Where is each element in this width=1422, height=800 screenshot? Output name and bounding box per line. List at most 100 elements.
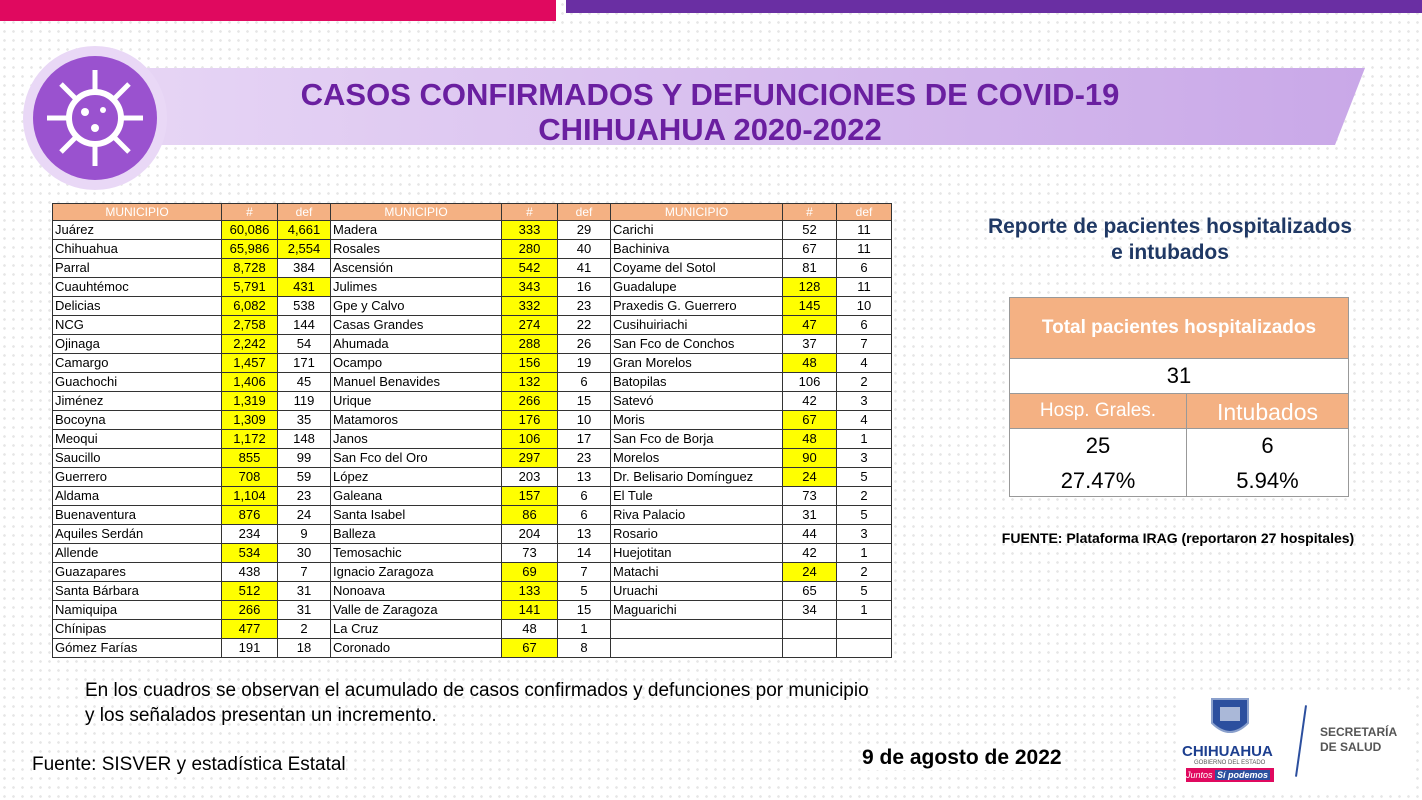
cases-cell: 8,728	[221, 258, 278, 278]
deaths-cell: 22	[557, 315, 611, 335]
deaths-cell: 2	[836, 372, 892, 392]
deaths-cell: 24	[277, 505, 331, 525]
top-bar	[566, 0, 1422, 13]
header-cell: #	[221, 203, 278, 221]
deaths-cell: 4	[836, 353, 892, 373]
cases-cell: 69	[501, 562, 558, 582]
logo-text: SECRETARÍA	[1320, 725, 1398, 739]
row: Juárez 60,086 4,661 Madera 333 29 Carichi 52 11	[52, 220, 892, 240]
cases-cell: 203	[501, 467, 558, 487]
cases-cell: 67	[782, 239, 837, 259]
cases-cell: 24	[782, 467, 837, 487]
slogan-text: Sí podemos	[1215, 770, 1271, 780]
municipio-cell: Ignacio Zaragoza	[330, 562, 502, 582]
cases-cell: 343	[501, 277, 558, 297]
header-cell: #	[782, 203, 837, 221]
deaths-cell: 7	[557, 562, 611, 582]
col-value: 6	[1261, 433, 1274, 458]
municipio-cell: El Tule	[610, 486, 783, 506]
cases-cell: 67	[782, 410, 837, 430]
note: En los cuadros se observan el acumulado …	[85, 680, 869, 701]
deaths-cell: 29	[557, 220, 611, 240]
logo-text: GOBIERNO DEL ESTADO	[1194, 760, 1266, 766]
total-label: Total pacientes hospitalizados	[1009, 297, 1349, 359]
deaths-cell: 15	[557, 391, 611, 411]
municipio-cell: Gómez Farías	[52, 638, 222, 658]
deaths-cell: 2,554	[277, 239, 331, 259]
report-title: e intubados	[1111, 241, 1229, 264]
cases-cell: 176	[501, 410, 558, 430]
deaths-cell: 1	[836, 543, 892, 563]
municipio-cell: Matamoros	[330, 410, 502, 430]
municipio-cell: Ojinaga	[52, 334, 222, 354]
municipio-cell: Guerrero	[52, 467, 222, 487]
slogan-text: Juntos	[1186, 770, 1213, 780]
deaths-cell: 19	[557, 353, 611, 373]
row: Gómez Farías 191 18 Coronado 67 8	[52, 638, 892, 658]
municipio-cell: Ocampo	[330, 353, 502, 373]
municipio-cell: Coronado	[330, 638, 502, 658]
deaths-cell: 7	[277, 562, 331, 582]
municipio-cell: Valle de Zaragoza	[330, 600, 502, 620]
title: CHIHUAHUA 2020-2022	[538, 112, 882, 147]
municipio-cell: Galeana	[330, 486, 502, 506]
row: Guerrero 708 59 López 203 13 Dr. Belisario Dom…	[52, 467, 892, 487]
row: Guazapares 438 7 Ignacio Zaragoza 69 7 Matachi…	[52, 562, 892, 582]
municipio-cell: Namiquipa	[52, 600, 222, 620]
top-bar	[0, 0, 556, 21]
cases-cell: 106	[782, 372, 837, 392]
municipio-cell: Matachi	[610, 562, 783, 582]
row: Aldama 1,104 23 Galeana 157 6 El Tule 73 2	[52, 486, 892, 506]
cell	[1186, 428, 1349, 497]
deaths-cell: 99	[277, 448, 331, 468]
deaths-cell: 10	[836, 296, 892, 316]
deaths-cell: 1	[557, 619, 611, 639]
municipio-cell: Guadalupe	[610, 277, 783, 297]
municipio-cell: Riva Palacio	[610, 505, 783, 525]
municipio-cell: Chihuahua	[52, 239, 222, 259]
municipio-cell: Manuel Benavides	[330, 372, 502, 392]
deaths-cell: 13	[557, 524, 611, 544]
cases-cell: 31	[782, 505, 837, 525]
municipio-cell: Aquiles Serdán	[52, 524, 222, 544]
deaths-cell: 23	[557, 448, 611, 468]
municipio-cell: Allende	[52, 543, 222, 563]
row: Bocoyna 1,309 35 Matamoros 176 10 Moris 67 4	[52, 410, 892, 430]
cases-cell: 156	[501, 353, 558, 373]
row: Santa Bárbara 512 31 Nonoava 133 5 Uruachi 65 5	[52, 581, 892, 601]
cases-cell: 204	[501, 524, 558, 544]
date: 9 de agosto de 2022	[862, 746, 1062, 770]
municipio-cell: Balleza	[330, 524, 502, 544]
cases-cell: 333	[501, 220, 558, 240]
row: Guachochi 1,406 45 Manuel Benavides 132 6 Bato…	[52, 372, 892, 392]
cases-cell: 44	[782, 524, 837, 544]
deaths-cell: 45	[277, 372, 331, 392]
deaths-cell	[836, 638, 892, 658]
municipio-cell: Moris	[610, 410, 783, 430]
note: y los señalados presentan un incremento.	[85, 705, 437, 726]
cases-cell	[782, 619, 837, 639]
municipio-cell: Juárez	[52, 220, 222, 240]
divider	[1294, 705, 1308, 777]
cases-cell: 145	[782, 296, 837, 316]
cases-cell	[782, 638, 837, 658]
row: Namiquipa 266 31 Valle de Zaragoza 141 15 Magu…	[52, 600, 892, 620]
municipio-cell: San Fco de Conchos	[610, 334, 783, 354]
deaths-cell: 119	[277, 391, 331, 411]
deaths-cell: 15	[557, 600, 611, 620]
cases-cell: 133	[501, 581, 558, 601]
row: Cuauhtémoc 5,791 431 Julimes 343 16 Guadalupe 1…	[52, 277, 892, 297]
cases-cell: 128	[782, 277, 837, 297]
cases-cell: 47	[782, 315, 837, 335]
municipio-cell: Rosales	[330, 239, 502, 259]
municipio-cell: Santa Bárbara	[52, 581, 222, 601]
cases-cell: 60,086	[221, 220, 278, 240]
cases-cell: 1,172	[221, 429, 278, 449]
cases-cell: 534	[221, 543, 278, 563]
header-cell: def	[277, 203, 331, 221]
municipio-cell: Batopilas	[610, 372, 783, 392]
municipio-cell: Urique	[330, 391, 502, 411]
deaths-cell: 1	[836, 429, 892, 449]
municipio-cell: Bocoyna	[52, 410, 222, 430]
cases-cell: 266	[501, 391, 558, 411]
